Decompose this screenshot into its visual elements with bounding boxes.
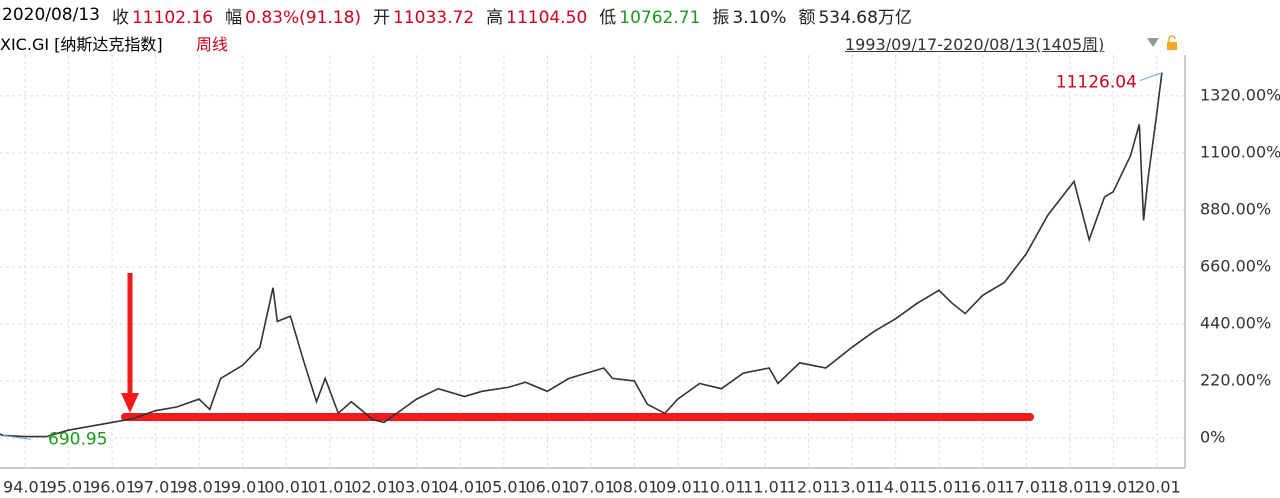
quote-item: 幅 0.83%(91.18) [225, 3, 361, 28]
quote-label: 开 [373, 7, 391, 28]
quote-header: 2020/08/13 收 11102.16 幅 0.83%(91.18) 开 11033.… [2, 2, 912, 28]
x-tick-label: 20.01 [1135, 478, 1181, 497]
annotation: 690.95 [48, 429, 107, 449]
x-tick-label: 08.01 [613, 478, 659, 497]
x-tick-label: 98.01 [177, 478, 223, 497]
quote-item: 高 11104.50 [486, 3, 587, 28]
quote-item: 额 534.68万亿 [798, 3, 911, 28]
chart-period: 周线 [196, 35, 229, 54]
quote-value: 11033.72 [393, 7, 475, 28]
x-tick-label: 07.01 [569, 478, 615, 497]
quote-value: 10762.71 [619, 7, 701, 28]
quote-value: 0.83%(91.18) [245, 7, 362, 28]
x-tick-label: 01.01 [308, 478, 354, 497]
x-tick-label: 03.01 [395, 478, 441, 497]
lock-icon[interactable] [1167, 42, 1177, 50]
x-tick-label: 11.01 [743, 478, 789, 497]
x-tick-label: 14.01 [874, 478, 920, 497]
x-tick-label: 97.01 [134, 478, 180, 497]
date-range[interactable]: 1993/09/17-2020/08/13(1405周) [845, 35, 1105, 54]
x-tick-label: 09.01 [656, 478, 702, 497]
y-tick-label: 660.00% [1200, 256, 1271, 275]
range-icons[interactable] [1145, 35, 1185, 51]
chart-title: XIC.GI [纳斯达克指数] [0, 35, 163, 54]
x-tick-label: 13.01 [830, 478, 876, 497]
quote-label: 振 [712, 7, 730, 28]
x-tick-label: 19.01 [1091, 478, 1137, 497]
y-tick-label: 0% [1200, 427, 1225, 446]
x-tick-label: 18.01 [1048, 478, 1094, 497]
y-tick-label: 1320.00% [1200, 85, 1280, 104]
x-tick-label: 02.01 [351, 478, 397, 497]
y-tick-label: 1100.00% [1200, 142, 1280, 161]
chart-header: XIC.GI [纳斯达克指数] 周线 1993/09/17-2020/08/13… [0, 31, 1280, 54]
dropdown-icon[interactable] [1147, 38, 1159, 47]
y-tick-label: 440.00% [1200, 313, 1271, 332]
x-tick-label: 16.01 [961, 478, 1007, 497]
annotation-pointer [1139, 72, 1163, 82]
x-tick-label: 00.01 [264, 478, 310, 497]
quote-item: 低 10762.71 [599, 3, 700, 28]
quote-date: 2020/08/13 [2, 5, 100, 25]
quote-item: 振 3.10% [712, 3, 786, 28]
quote-item: 开 11033.72 [373, 3, 474, 28]
x-tick-label: 12.01 [787, 478, 833, 497]
annotation: 11126.04 [1056, 73, 1137, 93]
y-tick-label: 880.00% [1200, 199, 1271, 218]
quote-label: 幅 [225, 7, 243, 28]
x-tick-label: 04.01 [438, 478, 484, 497]
annotation-pointer [2, 434, 32, 440]
y-tick-label: 220.00% [1200, 370, 1271, 389]
x-tick-label: 96.01 [90, 478, 136, 497]
x-tick-label: 06.01 [525, 478, 571, 497]
lock-shackle [1168, 35, 1176, 42]
chart: 0% 220.00% 440.00% 660.00% 880.00% 1100.00% 13… [0, 55, 1280, 497]
x-tick-label: 15.01 [917, 478, 963, 497]
quote-value: 11104.50 [506, 7, 588, 28]
quote-label: 高 [486, 7, 504, 28]
quote-value: 3.10% [732, 7, 787, 28]
quote-value: 11102.16 [131, 7, 214, 28]
price-line [0, 72, 1163, 438]
quote-item: 收 11102.16 [112, 3, 213, 28]
x-tick-label: 05.01 [482, 478, 528, 497]
x-tick-label: 95.01 [47, 478, 93, 497]
x-tick-label: 94.01 [3, 478, 49, 497]
quote-label: 低 [599, 7, 617, 28]
quote-label: 收 [111, 7, 129, 28]
x-tick-label: 99.01 [221, 478, 267, 497]
x-tick-label: 17.01 [1004, 478, 1050, 497]
quote-label: 额 [798, 7, 816, 28]
arrow-head [121, 393, 139, 413]
x-tick-label: 10.01 [700, 478, 746, 497]
quote-value: 534.68万亿 [818, 7, 912, 28]
